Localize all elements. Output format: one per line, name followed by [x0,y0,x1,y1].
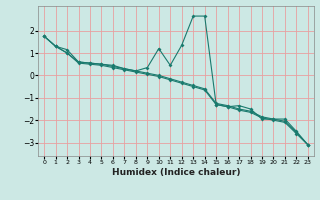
X-axis label: Humidex (Indice chaleur): Humidex (Indice chaleur) [112,168,240,177]
